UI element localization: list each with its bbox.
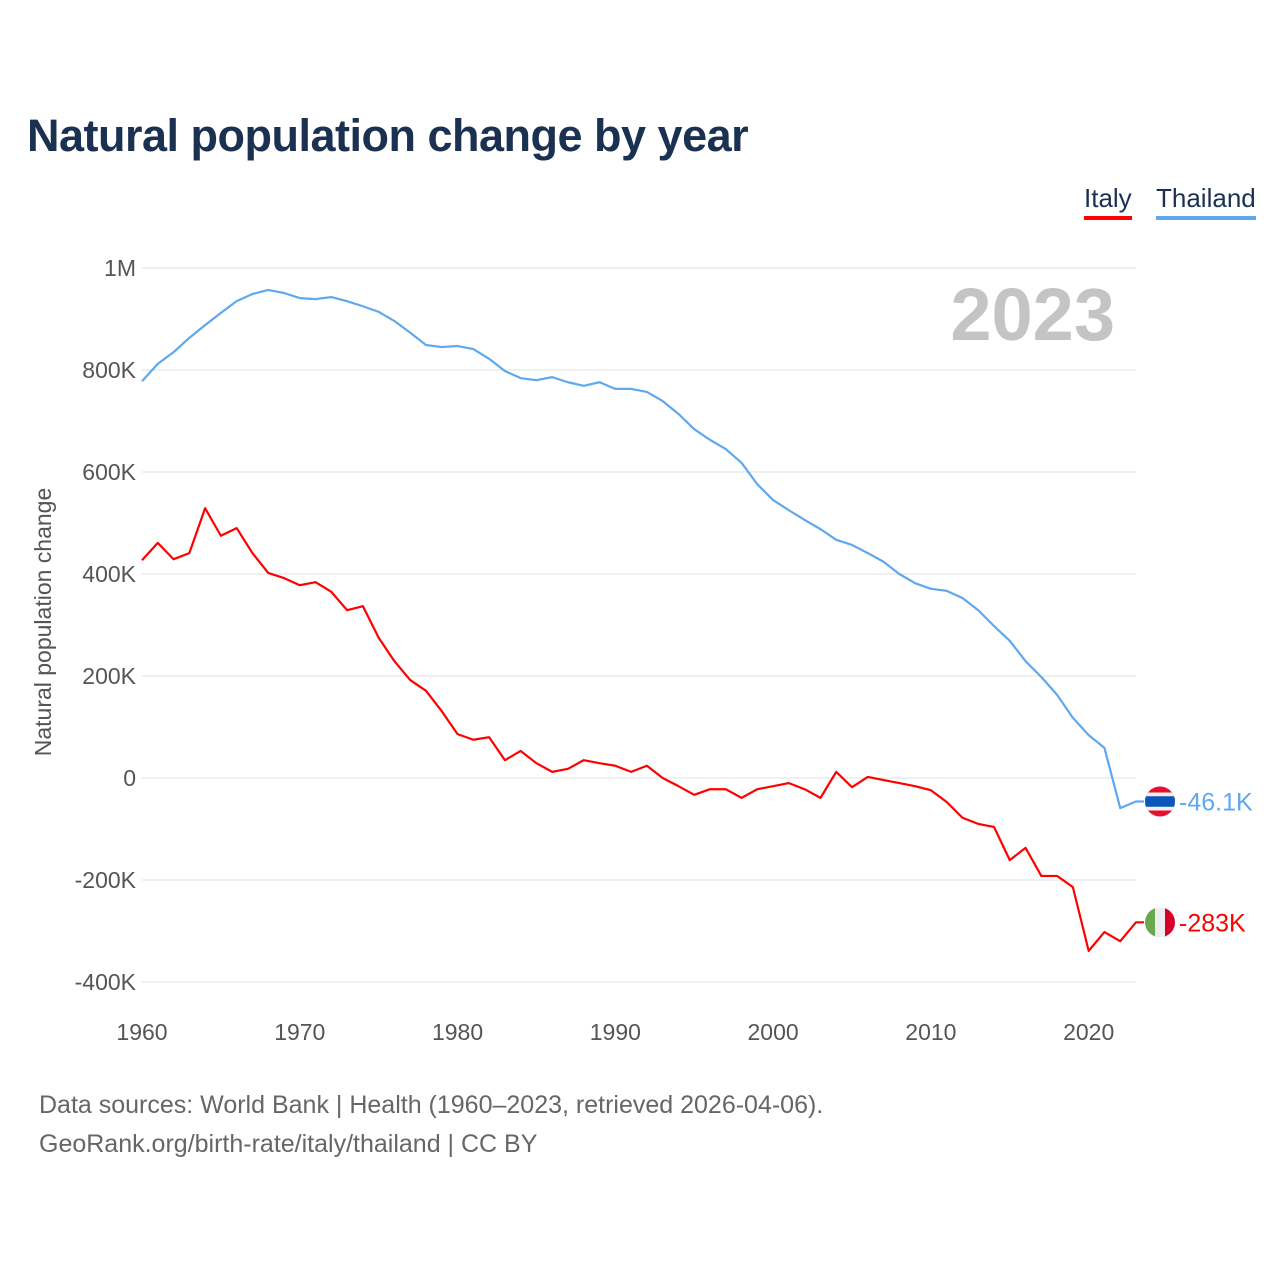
data-sources: Data sources: World Bank | Health (1960–… — [39, 1091, 824, 1119]
x-tick-label: 1980 — [432, 1019, 483, 1045]
end-value-label-thailand: -46.1K — [1179, 789, 1253, 817]
chart-title: Natural population change by year — [27, 110, 749, 161]
x-tick-label: 1990 — [590, 1019, 641, 1045]
x-tick-label: 2010 — [905, 1019, 956, 1045]
italy-flag-icon — [1145, 907, 1175, 938]
y-tick-label: 200K — [82, 663, 136, 689]
x-tick-label: 2000 — [748, 1019, 799, 1045]
series-line-thailand — [141, 288, 1144, 810]
y-tick-label: -400K — [75, 969, 137, 995]
y-tick-label: 800K — [82, 357, 136, 383]
x-tick-label: 2020 — [1063, 1019, 1114, 1045]
y-tick-label: 600K — [82, 459, 136, 485]
y-tick-label: 1M — [104, 255, 136, 281]
source-link[interactable]: GeoRank.org/birth-rate/italy/thailand | … — [39, 1130, 538, 1158]
y-tick-label: -200K — [75, 867, 137, 893]
series-line-italy — [141, 507, 1144, 952]
footer: Data sources: World Bank | Health (1960–… — [39, 1086, 823, 1164]
y-tick-label: 0 — [123, 765, 136, 791]
x-tick-label: 1960 — [116, 1019, 167, 1045]
legend-item-thailand[interactable]: Thailand — [1156, 183, 1256, 220]
y-axis-label: Natural population change — [30, 488, 56, 757]
end-value-label-italy: -283K — [1179, 909, 1246, 937]
thailand-flag-icon — [1145, 786, 1175, 817]
y-tick-label: 400K — [82, 561, 136, 587]
x-tick-label: 1970 — [274, 1019, 325, 1045]
legend-item-italy[interactable]: Italy — [1084, 183, 1132, 220]
year-watermark: 2023 — [950, 273, 1115, 356]
